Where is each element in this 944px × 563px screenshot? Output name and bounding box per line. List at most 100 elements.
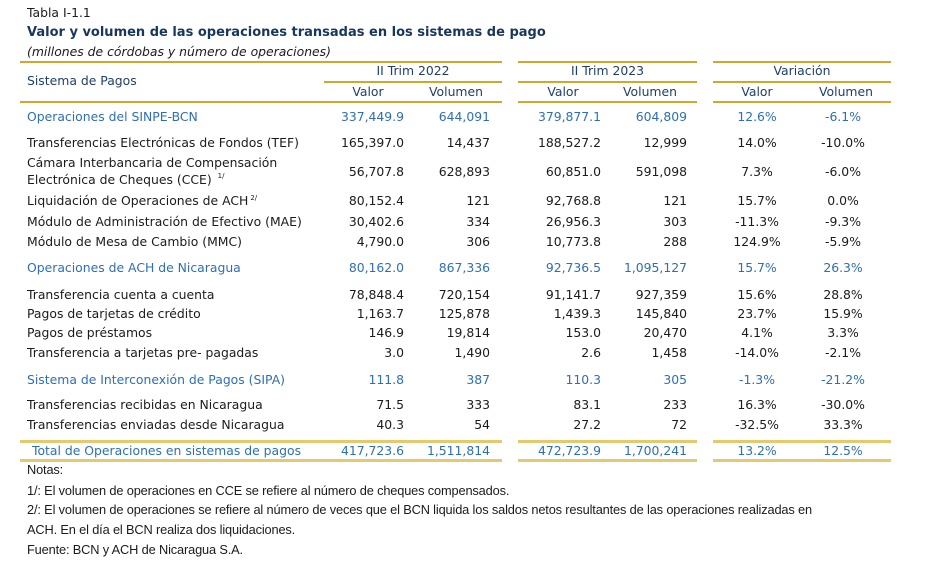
cell-valor-2023: 83.1 (573, 397, 601, 412)
cell-var-volumen: 15.9% (823, 306, 863, 321)
table-row-tef: Transferencias Electrónicas de Fondos (T… (0, 134, 944, 152)
note-1: 1/: El volumen de operaciones en CCE se … (27, 483, 510, 498)
cell-volumen-2023: 145,840 (635, 306, 687, 321)
note-2: 2/: El volumen de operaciones se refiere… (27, 502, 812, 517)
table-row-mmc: Módulo de Mesa de Cambio (MMC) 4,790.0 3… (0, 233, 944, 251)
total-bottom-rule-left (20, 459, 502, 462)
cell-volumen-2023: 20,470 (643, 325, 687, 340)
cell-valor-2022: 56,707.8 (348, 164, 404, 179)
cell-volumen-2022: 334 (466, 214, 490, 229)
table-row-tarjetas-credito: Pagos de tarjetas de crédito 1,163.7 125… (0, 305, 944, 323)
cell-valor-2023: 60,851.0 (545, 164, 601, 179)
row-label-line2: Electrónica de Cheques (CCE) (27, 172, 212, 187)
cell-var-volumen: 33.3% (823, 417, 863, 432)
header-volumen-2022: Volumen (429, 84, 483, 99)
footnote-ref-2: 2/ (250, 194, 258, 202)
row-label-line1: Cámara Interbancaria de Compensación (27, 155, 278, 170)
cell-var-volumen: -21.2% (821, 372, 865, 387)
row-label: Transferencia a tarjetas pre- pagadas (27, 345, 259, 360)
cell-valor-2022: 80,162.0 (348, 260, 404, 275)
cell-volumen-2022: 333 (466, 397, 490, 412)
cell-var-volumen: 12.5% (823, 443, 863, 458)
header-bottom-rule-right (713, 101, 891, 103)
cell-volumen-2023: 233 (663, 397, 687, 412)
table-label: Tabla I-1.1 (27, 5, 91, 20)
row-label-text: Liquidación de Operaciones de ACH (27, 193, 249, 208)
cell-valor-2022: 71.5 (376, 397, 404, 412)
cell-valor-2022: 146.9 (368, 325, 404, 340)
table-row-mae: Módulo de Administración de Efectivo (MA… (0, 213, 944, 231)
cell-var-volumen: 3.3% (827, 325, 859, 340)
cell-volumen-2022: 306 (466, 234, 490, 249)
cell-volumen-2023: 1,458 (651, 345, 687, 360)
cell-var-volumen: 0.0% (827, 193, 859, 208)
cell-var-volumen: -9.3% (825, 214, 861, 229)
table-row-cce: Cámara Interbancaria de Compensación Elec… (0, 155, 944, 187)
header-group-2022: II Trim 2022 (376, 63, 450, 78)
cell-volumen-2023: 303 (663, 214, 687, 229)
row-label: Pagos de tarjetas de crédito (27, 306, 201, 321)
header-group-2023: II Trim 2023 (570, 63, 645, 78)
cell-volumen-2022: 628,893 (438, 164, 490, 179)
header-bottom-rule-left (20, 101, 502, 103)
cell-var-volumen: -6.1% (825, 109, 861, 124)
cell-valor-2022: 165,397.0 (340, 135, 404, 150)
cell-var-valor: 23.7% (737, 306, 777, 321)
cell-var-valor: 4.1% (741, 325, 773, 340)
header-valor-2023: Valor (547, 84, 579, 99)
cell-var-valor: 15.7% (737, 260, 777, 275)
header-valor-2022: Valor (352, 84, 384, 99)
cell-var-volumen: -30.0% (821, 397, 865, 412)
cell-valor-2023: 153.0 (565, 325, 601, 340)
table-row-enviadas: Transferencias enviadas desde Nicaragua … (0, 416, 944, 434)
cell-valor-2022: 80,152.4 (348, 193, 404, 208)
header-mid-rule-right (713, 81, 891, 83)
row-label: Sistema de Interconexión de Pagos (SIPA) (27, 372, 285, 387)
row-label: Cámara Interbancaria de Compensación Elec… (27, 154, 317, 188)
cell-volumen-2022: 1,490 (454, 345, 490, 360)
cell-var-valor: -11.3% (735, 214, 779, 229)
header-group-variacion: Variación (773, 63, 831, 78)
cell-volumen-2023: 591,098 (635, 164, 687, 179)
notes-heading: Notas: (27, 462, 64, 477)
cell-volumen-2023: 1,095,127 (623, 260, 687, 275)
total-top-rule-mid (518, 440, 697, 443)
row-label: Transferencias enviadas desde Nicaragua (27, 417, 285, 432)
cell-valor-2023: 26,956.3 (545, 214, 601, 229)
row-label: Transferencia cuenta a cuenta (27, 287, 215, 302)
table-row-prepagadas: Transferencia a tarjetas pre- pagadas 3.… (0, 344, 944, 362)
header-mid-rule-left (324, 81, 502, 83)
cell-var-valor: -1.3% (739, 372, 775, 387)
table-row-sinpe: Operaciones del SINPE-BCN 337,449.9 644,… (0, 108, 944, 126)
cell-valor-2022: 30,402.6 (348, 214, 404, 229)
table-title: Valor y volumen de las operaciones trans… (27, 25, 546, 40)
table-row-ach-liquidacion: Liquidación de Operaciones de ACH 2/ 80,1… (0, 192, 944, 210)
cell-var-valor: 15.6% (737, 287, 777, 302)
cell-volumen-2022: 19,814 (446, 325, 490, 340)
cell-valor-2022: 111.8 (368, 372, 404, 387)
header-volumen-2023: Volumen (623, 84, 677, 99)
cell-valor-2022: 3.0 (384, 345, 404, 360)
cell-valor-2022: 1,163.7 (356, 306, 404, 321)
row-label: Módulo de Administración de Efectivo (MA… (27, 214, 302, 229)
cell-valor-2023: 2.6 (581, 345, 601, 360)
cell-valor-2023: 1,439.3 (553, 306, 601, 321)
cell-volumen-2022: 14,437 (446, 135, 490, 150)
table-row-total: Total de Operaciones en sistemas de pago… (0, 442, 944, 460)
cell-valor-2023: 379,877.1 (537, 109, 601, 124)
cell-volumen-2023: 72 (671, 417, 687, 432)
row-label: Transferencias recibidas en Nicaragua (27, 397, 263, 412)
cell-volumen-2023: 927,359 (635, 287, 687, 302)
cell-volumen-2022: 867,336 (438, 260, 490, 275)
header-mid-rule-mid (518, 81, 697, 83)
row-label: Liquidación de Operaciones de ACH 2/ (27, 192, 257, 210)
table-row-prestamos: Pagos de préstamos 146.9 19,814 153.0 20… (0, 324, 944, 342)
cell-var-volumen: 28.8% (823, 287, 863, 302)
cell-valor-2023: 188,527.2 (537, 135, 601, 150)
cell-var-valor: -32.5% (735, 417, 779, 432)
cell-var-valor: 14.0% (737, 135, 777, 150)
cell-valor-2022: 337,449.9 (340, 109, 404, 124)
cell-valor-2022: 4,790.0 (356, 234, 404, 249)
cell-var-valor: 7.3% (741, 164, 773, 179)
header-valor-variacion: Valor (741, 84, 773, 99)
